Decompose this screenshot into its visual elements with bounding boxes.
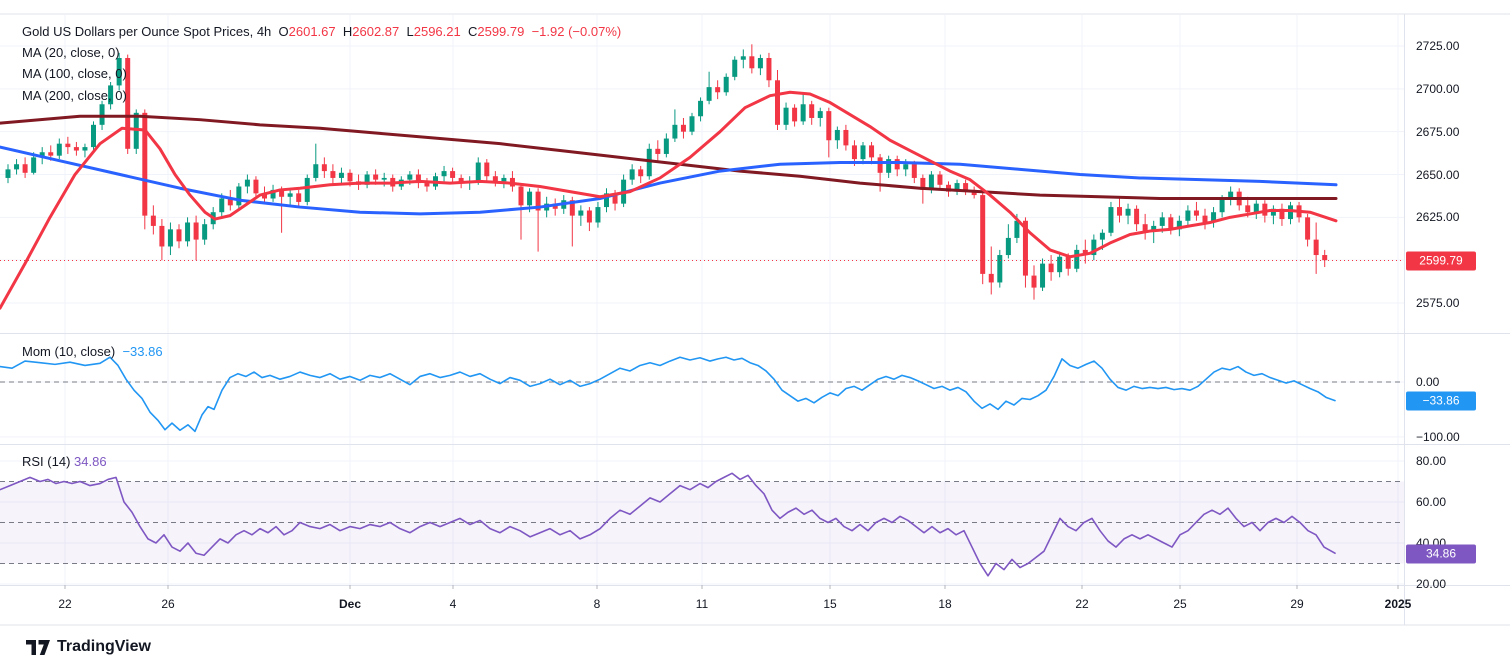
ohlc-high-label: H (342, 24, 353, 39)
symbol-legend-row[interactable]: Gold US Dollars per Ounce Spot Prices, 4… (22, 24, 621, 39)
current-price-label: 2599.79 (1406, 251, 1476, 271)
price-axis-label: 2675.00 (1416, 124, 1460, 139)
mom-axis-label: 0.00 (1416, 374, 1440, 389)
ohlc-low-value: 2596.21 (413, 24, 461, 39)
rsi-value: 34.86 (74, 454, 107, 469)
mom-legend-row[interactable]: Mom (10, close) −33.86 (22, 344, 163, 359)
ma20-legend-row[interactable]: MA (20, close, 0) (22, 45, 120, 60)
ohlc-close-label: C (467, 24, 478, 39)
rsi-axis-label: 20.00 (1416, 576, 1447, 591)
symbol-title: Gold US Dollars per Ounce Spot Prices, 4… (22, 24, 272, 39)
time-axis-label: 29 (1290, 597, 1304, 611)
tradingview-logo[interactable]: TradingView (26, 638, 151, 656)
time-axis-label: 22 (58, 597, 72, 611)
rsi-legend-row[interactable]: RSI (14) 34.86 (22, 454, 107, 469)
rsi-label: RSI (14) (22, 454, 71, 469)
ohlc-low-label: L (406, 24, 414, 39)
mom-axis-label: −100.00 (1416, 429, 1460, 444)
price-axis-label: 2700.00 (1416, 81, 1460, 96)
time-axis-label: Dec (338, 597, 362, 611)
time-axis-label: 8 (593, 597, 601, 611)
ma200-label: MA (200, close, 0) (22, 88, 127, 103)
mom-value-label: −33.86 (1406, 391, 1476, 411)
rsi-value-label: 34.86 (1406, 544, 1476, 563)
ma100-legend-row[interactable]: MA (100, close, 0) (22, 66, 127, 81)
ma20-label: MA (20, close, 0) (22, 45, 120, 60)
time-axis-label: 22 (1075, 597, 1089, 611)
ohlc-high-value: 2602.87 (352, 24, 400, 39)
time-axis-label: 25 (1173, 597, 1187, 611)
ma200-legend-row[interactable]: MA (200, close, 0) (22, 88, 127, 103)
time-axis-label: 15 (823, 597, 837, 611)
ma100-label: MA (100, close, 0) (22, 66, 127, 81)
rsi-axis-label: 80.00 (1416, 453, 1447, 468)
ohlc-open-value: 2601.67 (288, 24, 336, 39)
mom-label: Mom (10, close) (22, 344, 116, 359)
tradingview-logo-text: TradingView (57, 638, 151, 655)
time-axis-label: 4 (449, 597, 457, 611)
rsi-axis-label: 60.00 (1416, 494, 1447, 509)
ohlc-open-label: O (278, 24, 289, 39)
time-axis-label: 18 (938, 597, 952, 611)
mom-value: −33.86 (122, 344, 163, 359)
change-value: −1.92 (−0.07%) (531, 24, 622, 39)
price-axis-label: 2625.00 (1416, 210, 1460, 225)
price-axis-label: 2650.00 (1416, 167, 1460, 182)
time-axis-label: 11 (695, 597, 709, 611)
tradingview-logo-icon (26, 639, 50, 655)
ohlc-close-value: 2599.79 (477, 24, 525, 39)
price-axis-label: 2575.00 (1416, 296, 1460, 311)
time-axis-label: 26 (161, 597, 175, 611)
time-axis-label: 2025 (1384, 597, 1412, 611)
price-axis-label: 2725.00 (1416, 39, 1460, 53)
